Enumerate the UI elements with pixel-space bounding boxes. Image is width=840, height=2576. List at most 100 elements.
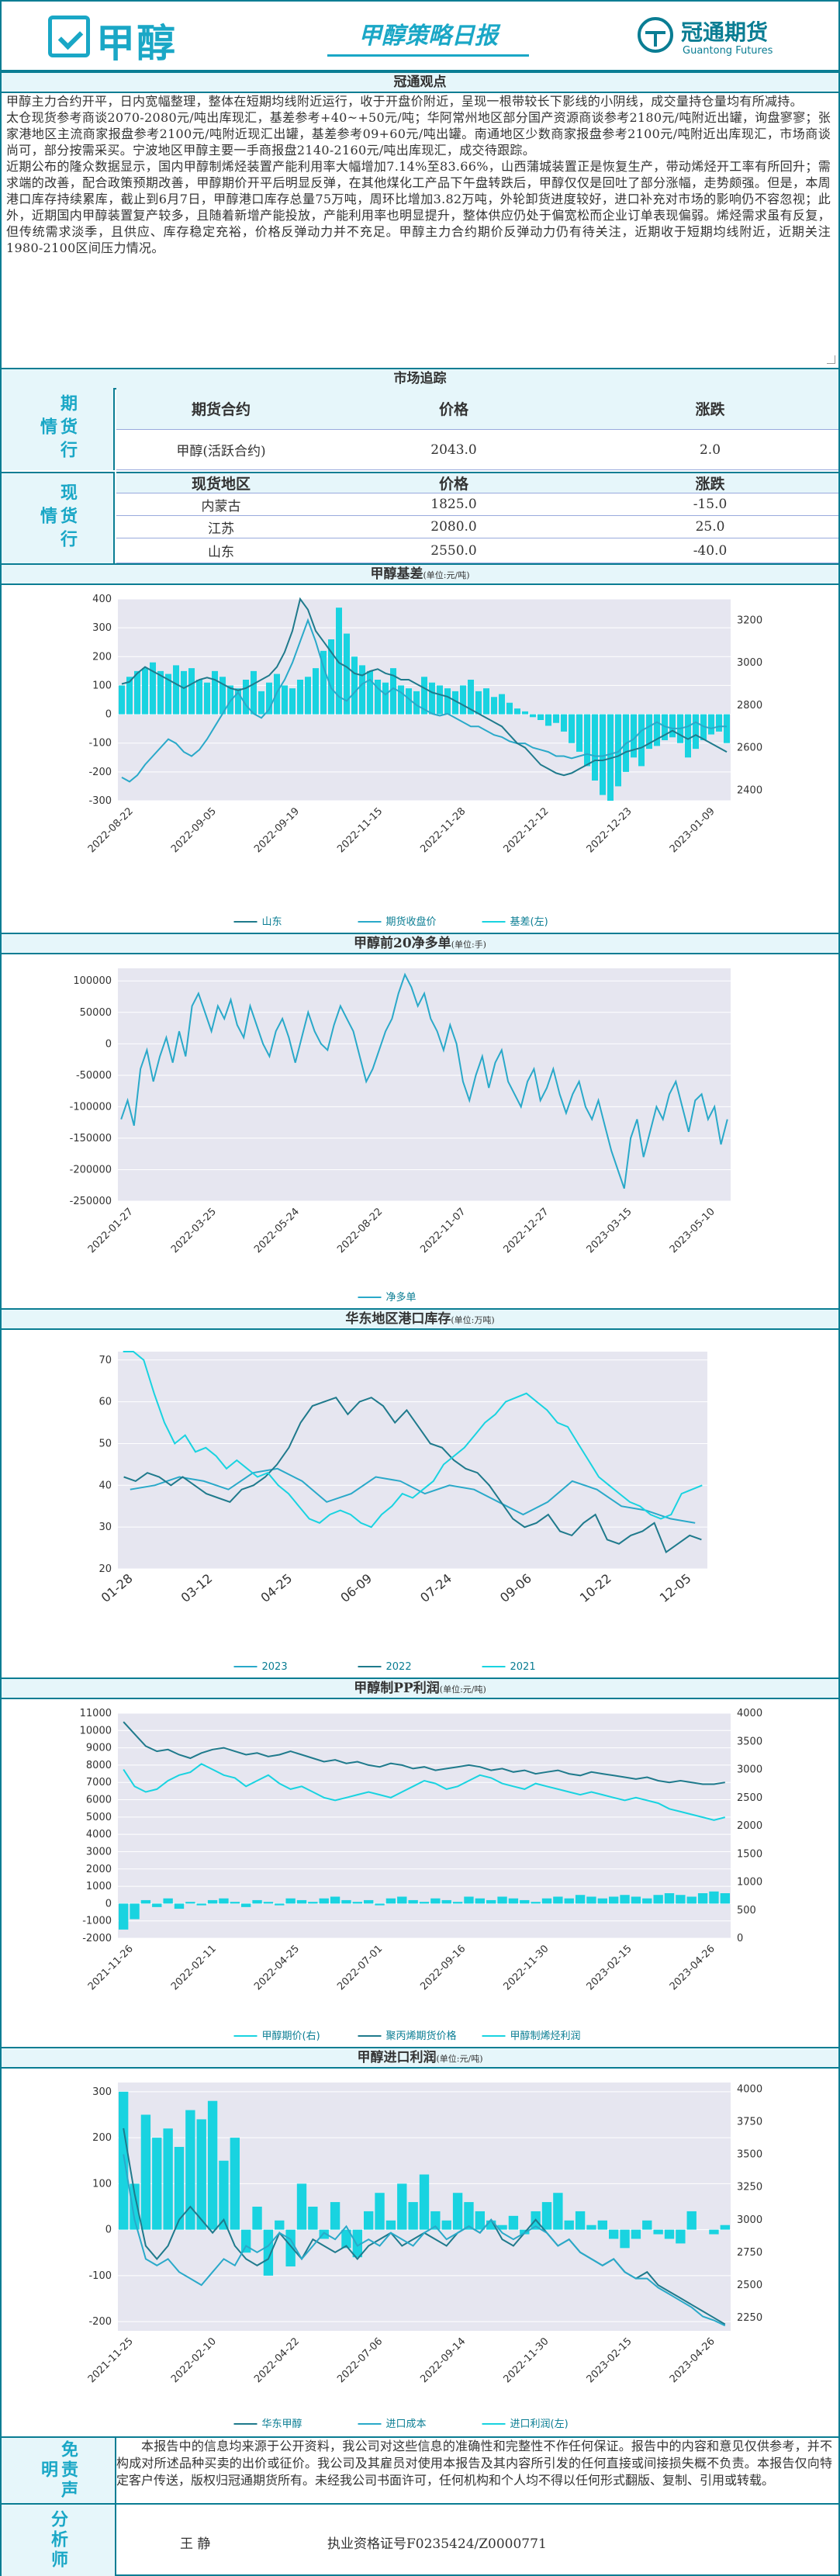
analyst-label: 分析师 — [2, 2503, 116, 2576]
bar-基差(左) — [181, 670, 187, 715]
bar-基差(左) — [196, 680, 202, 715]
bar-甲醇制烯烃利润 — [140, 1899, 151, 1904]
bar-进口利润(左) — [385, 2220, 396, 2230]
bar-进口利润(左) — [664, 2229, 675, 2239]
company-name-en: Guantong Futures — [683, 45, 773, 57]
futures-header-price: 价格 — [438, 401, 468, 418]
analyst-label-text: 分析师 — [48, 2510, 68, 2571]
bar-基差(左) — [716, 714, 722, 732]
legend-label: 山东 — [262, 916, 282, 928]
bar-进口利润(左) — [586, 2225, 596, 2230]
x-tick-label: 2023-04-26 — [668, 1943, 717, 1993]
line-2023 — [130, 1467, 696, 1524]
bar-甲醇制烯烃利润 — [686, 1896, 697, 1904]
x-tick-label: 2022-05-24 — [252, 1206, 302, 1255]
y-tick-label: 100 — [92, 2178, 112, 2190]
y-tick-label: 100 — [92, 680, 112, 691]
x-tick-label: 2022-11-30 — [502, 1943, 551, 1993]
bar-基差(左) — [266, 682, 272, 715]
disclaimer-rule — [115, 2436, 838, 2438]
y-tick-label: -200000 — [70, 1164, 112, 1175]
y-tick-label: 70 — [99, 1355, 112, 1366]
chart-mto-profit-svg: 1100010000900080007000600050004000300020… — [80, 1708, 762, 2042]
y-tick-label: -300 — [88, 795, 112, 807]
legend-label: 2021 — [510, 1661, 536, 1673]
bar-甲醇制烯烃利润 — [241, 1903, 251, 1907]
bar-基差(左) — [530, 714, 536, 718]
y2-tick-label: 2600 — [737, 743, 762, 754]
bar-甲醇制烯烃利润 — [609, 1896, 619, 1904]
x-tick-label: 12-05 — [657, 1571, 694, 1605]
bar-进口利润(左) — [163, 2128, 173, 2230]
y-tick-label: 7000 — [86, 1777, 112, 1788]
legend-label: 2022 — [386, 1661, 412, 1673]
bar-基差(左) — [693, 714, 699, 750]
line-2022 — [123, 1397, 702, 1554]
bar-基差(左) — [313, 668, 319, 715]
y-tick-label: 0 — [105, 709, 112, 721]
bar-基差(左) — [157, 670, 164, 715]
y-tick-label: -200 — [88, 767, 112, 778]
bar-基差(左) — [631, 714, 637, 758]
bar-甲醇制烯烃利润 — [330, 1896, 340, 1904]
x-tick-label: 2022-07-01 — [335, 1943, 385, 1993]
resize-handle-icon[interactable] — [827, 355, 835, 364]
y2-tick-label: 4000 — [737, 2083, 762, 2095]
market-section-title: 市场追踪 — [2, 368, 838, 390]
bar-甲醇制烯烃利润 — [497, 1896, 507, 1904]
y2-tick-label: 1500 — [737, 1848, 762, 1860]
chart-unit: (单位:元/吨) — [436, 2054, 483, 2064]
legend-label: 期货收盘价 — [386, 916, 437, 928]
chart-unit: (单位:元/吨) — [439, 1684, 486, 1695]
chart-title-text: 华东地区港口库存 — [345, 1311, 451, 1327]
bar-甲醇制烯烃利润 — [464, 1896, 474, 1904]
y-tick-label: -100000 — [70, 1101, 112, 1113]
bar-基差(左) — [569, 714, 575, 743]
legend-label: 聚丙烯期货价格 — [386, 2030, 457, 2042]
futures-side-label: 期货行情 — [2, 388, 115, 470]
bar-基差(左) — [437, 685, 443, 715]
bar-甲醇制烯烃利润 — [597, 1898, 607, 1904]
futures-header-row: 期货合约 价格 涨跌 — [116, 388, 838, 430]
bar-进口利润(左) — [308, 2207, 318, 2230]
bar-进口利润(左) — [275, 2220, 285, 2230]
bar-基差(左) — [173, 665, 179, 715]
chart-basis-svg: 400 300 200 100 0 -100 -200 -300 3200 3000 2800 260… — [86, 594, 762, 928]
analyst-rule — [115, 2503, 838, 2505]
y-tick-label: -1000 — [82, 1916, 112, 1927]
y-tick-label: -200 — [88, 2316, 112, 2328]
bar-基差(左) — [724, 714, 730, 743]
y-tick-label: 0 — [105, 2225, 112, 2236]
bar-甲醇制烯烃利润 — [207, 1899, 218, 1904]
bar-进口利润(左) — [230, 2138, 240, 2230]
y-tick-label: 50 — [99, 1438, 112, 1449]
bar-基差(左) — [685, 714, 691, 758]
bar-进口利润(左) — [285, 2229, 296, 2267]
bar-基差(左) — [258, 691, 264, 715]
y-tick-label: -250000 — [70, 1196, 112, 1207]
futures-header-contract: 期货合约 — [191, 401, 251, 418]
y2-tick-label: 1000 — [737, 1877, 762, 1889]
bar-甲醇制烯烃利润 — [475, 1898, 485, 1904]
bar-进口利润(左) — [330, 2202, 340, 2230]
legend-label: 2023 — [262, 1661, 288, 1673]
spot-header-change: 涨跌 — [695, 476, 725, 493]
bar-基差(左) — [212, 670, 218, 715]
spot-region: 江苏 — [208, 521, 234, 537]
report-header: 甲醇 甲醇策略日报 冠通期货 Guantong Futures — [2, 2, 838, 72]
bar-甲醇制烯烃利润 — [541, 1898, 552, 1904]
x-tick-label: 2022-07-06 — [335, 2335, 385, 2385]
bar-甲醇制烯烃利润 — [508, 1898, 519, 1904]
x-tick-label: 2022-11-30 — [502, 2335, 551, 2385]
bar-进口利润(左) — [620, 2229, 630, 2249]
bar-基差(左) — [413, 691, 420, 715]
bar-进口利润(左) — [352, 2229, 362, 2258]
y-tick-label: 3000 — [86, 1846, 112, 1858]
y2-tick-label: 3250 — [737, 2182, 762, 2193]
bar-甲醇制烯烃利润 — [319, 1898, 329, 1904]
line-山东 — [121, 597, 728, 777]
bar-进口利润(左) — [252, 2207, 262, 2230]
bar-甲醇制烯烃利润 — [152, 1903, 162, 1907]
bar-进口利润(左) — [408, 2202, 418, 2230]
x-tick-label: 2022-12-27 — [502, 1206, 551, 1255]
